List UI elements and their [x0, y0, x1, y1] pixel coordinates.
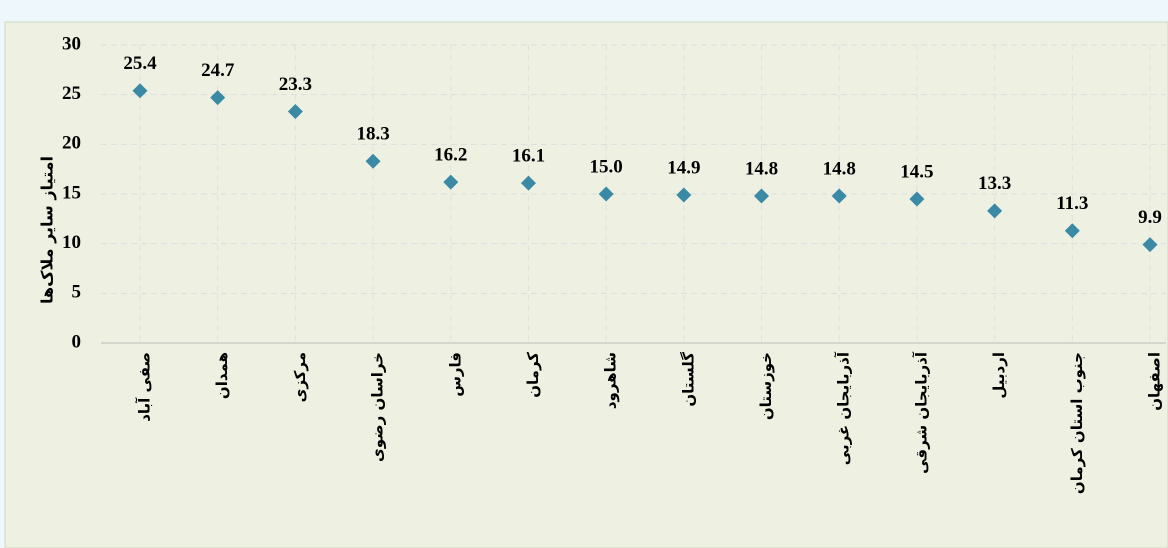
x-tick-label: اصفهان — [1146, 352, 1164, 411]
marker — [754, 188, 770, 204]
y-tick-label: 25 — [62, 83, 81, 104]
x-tick-label: اردبیل — [990, 352, 1008, 399]
marker — [287, 104, 303, 120]
y-axis-label: امتیاز سایر ملاک‌ها — [38, 156, 57, 304]
x-tick-label: مرکزی — [291, 352, 309, 402]
value-label: 15.0 — [590, 156, 623, 177]
marker — [1064, 223, 1080, 239]
value-label: 23.3 — [279, 74, 312, 95]
y-tick-label: 0 — [72, 331, 82, 352]
value-label: 14.8 — [745, 158, 778, 179]
marker — [831, 188, 847, 204]
value-label: 9.9 — [1138, 207, 1162, 228]
y-tick-label: 5 — [72, 282, 82, 303]
marker — [520, 175, 536, 191]
marker — [1142, 237, 1158, 253]
x-tick-label: آذربایجان شرقی — [912, 351, 930, 474]
value-label: 16.2 — [434, 144, 467, 165]
x-tick-label: خراسان رضوی — [369, 352, 387, 462]
x-tick-label: گلستان — [679, 352, 697, 407]
y-tick-label: 15 — [62, 182, 81, 203]
y-tick-label: 20 — [62, 133, 81, 154]
marker — [598, 186, 614, 202]
x-tick-label: خوزستان — [757, 352, 775, 420]
marker — [987, 203, 1003, 219]
value-label: 25.4 — [123, 53, 157, 74]
value-label: 13.3 — [978, 173, 1011, 194]
value-label: 11.3 — [1056, 193, 1088, 214]
marker — [132, 83, 148, 99]
marker — [443, 174, 459, 190]
x-tick-label: جنوب استان کرمان — [1068, 352, 1086, 494]
y-tick-label: 10 — [62, 232, 81, 253]
value-label: 14.9 — [667, 157, 700, 178]
y-tick-label: 30 — [62, 33, 81, 54]
marker — [909, 191, 925, 207]
value-label: 16.1 — [512, 145, 545, 166]
marker — [365, 153, 381, 169]
marker — [210, 90, 226, 106]
value-label: 18.3 — [356, 124, 389, 145]
x-tick-label: شاهرود — [602, 352, 620, 409]
value-label: 24.7 — [201, 60, 235, 81]
x-tick-label: همدان — [213, 352, 231, 399]
x-tick-label: کرمان — [524, 352, 542, 398]
x-tick-label: فارس — [446, 352, 464, 397]
x-tick-label: صفی آباد — [136, 352, 154, 422]
marker — [676, 187, 692, 203]
chart-area — [4, 21, 1168, 548]
value-label: 14.8 — [823, 158, 856, 179]
value-label: 14.5 — [900, 161, 933, 182]
x-tick-label: آذربایجان غربی — [835, 351, 853, 465]
